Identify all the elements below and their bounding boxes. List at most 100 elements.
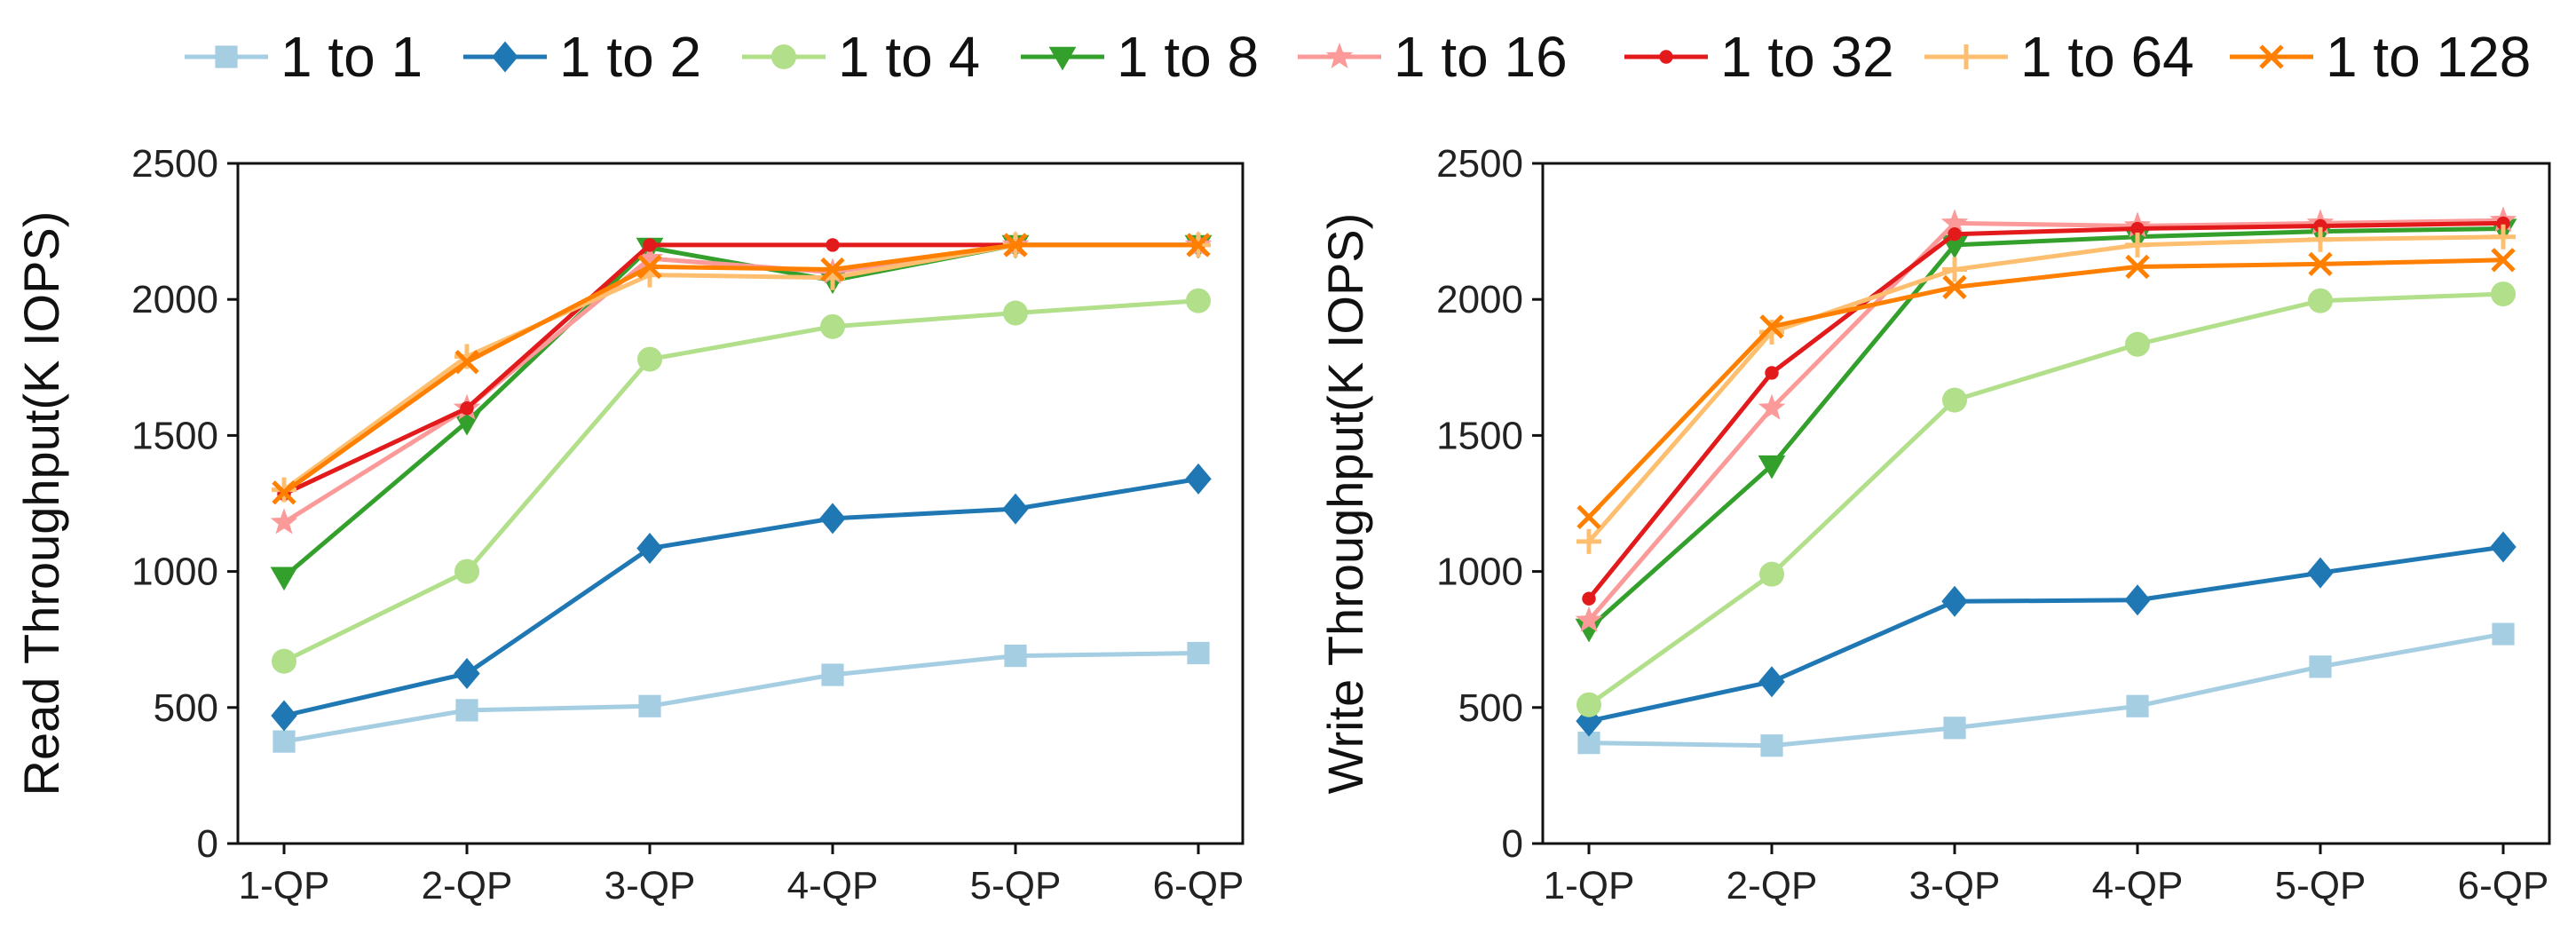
write-line-1-to-1 — [1588, 631, 2504, 749]
legend-item-1-to-16: 1 to 16 — [1298, 25, 1568, 89]
write-series-1-to-32 — [1582, 216, 2510, 606]
write-point-1-to-2 — [2307, 557, 2334, 589]
write-point-1-to-32 — [1582, 591, 1596, 606]
write-xtick-label: 3-QP — [1909, 864, 2001, 907]
read-plot-frame — [236, 162, 1245, 845]
write-point-1-to-1 — [2492, 622, 2515, 646]
write-ytick-label: 1000 — [1436, 551, 1523, 594]
write-line-1-to-64 — [1587, 234, 2504, 543]
read-point-1-to-1 — [1004, 644, 1027, 668]
read-line-1-to-128 — [282, 242, 1198, 495]
legend-marker-1-to-1 — [215, 45, 238, 68]
legend-label-1-to-16: 1 to 16 — [1394, 25, 1568, 89]
read-y-axis-title: Read Throughput(K IOPS) — [13, 211, 69, 796]
read-line-1-to-2 — [283, 476, 1199, 718]
read-series-1-to-1 — [273, 641, 1210, 753]
write-point-1-to-128 — [1576, 504, 1601, 529]
read-series-1-to-128 — [272, 233, 1211, 505]
write-line-1-to-32 — [1587, 220, 2504, 600]
write-throughput-chart: 0 500 1000 1500 2000 2500 1-QP 2-QP 3-QP 4-QP 5-QP… — [1317, 142, 2551, 907]
write-point-1-to-128 — [2125, 254, 2150, 280]
legend-item-1-to-8: 1 to 8 — [1021, 25, 1259, 89]
read-point-1-to-128 — [1186, 233, 1211, 258]
write-point-1-to-4 — [1759, 561, 1784, 587]
read-ytick-label: 1500 — [131, 414, 218, 457]
write-series-1-to-1 — [1577, 622, 2515, 757]
write-point-1-to-1 — [2126, 694, 2149, 717]
read-point-1-to-128 — [820, 257, 845, 282]
legend-label-1-to-8: 1 to 8 — [1117, 25, 1259, 89]
write-xtick-label: 1-QP — [1544, 864, 1635, 907]
read-line-1-to-32 — [282, 242, 1198, 496]
read-point-1-to-128 — [272, 480, 296, 505]
write-point-1-to-16 — [1940, 209, 1969, 235]
legend-label-1-to-1: 1 to 1 — [281, 25, 423, 89]
write-series-1-to-128 — [1576, 248, 2516, 529]
write-point-1-to-2 — [2124, 584, 2151, 616]
write-point-1-to-1 — [1943, 717, 1966, 740]
read-point-1-to-1 — [273, 730, 296, 753]
read-line-1-to-1 — [283, 651, 1199, 744]
write-series-1-to-8 — [1575, 218, 2517, 643]
write-series-1-to-16 — [1575, 206, 2517, 632]
write-point-1-to-128 — [1759, 314, 1784, 339]
read-xtick-label: 2-QP — [422, 864, 513, 907]
read-point-1-to-4 — [1003, 300, 1028, 326]
write-point-1-to-1 — [1760, 734, 1783, 757]
write-ytick-label: 2500 — [1436, 142, 1523, 186]
read-point-1-to-2 — [1185, 463, 1212, 495]
read-point-1-to-32 — [826, 238, 840, 252]
write-point-1-to-128 — [1942, 274, 1967, 300]
write-point-1-to-64 — [1576, 528, 1601, 554]
write-point-1-to-64 — [2308, 226, 2333, 252]
write-line-1-to-2 — [1588, 544, 2504, 724]
read-point-1-to-128 — [454, 350, 479, 375]
write-point-1-to-2 — [2490, 531, 2517, 563]
write-point-1-to-2 — [1941, 585, 1968, 617]
legend-marker-1-to-4 — [771, 44, 796, 69]
read-xtick-label: 3-QP — [604, 864, 696, 907]
read-point-1-to-2 — [1002, 493, 1029, 525]
read-xtick-label: 4-QP — [787, 864, 879, 907]
legend-label-1-to-64: 1 to 64 — [2020, 25, 2194, 89]
legend-item-1-to-32: 1 to 32 — [1624, 25, 1894, 89]
write-point-1-to-32 — [2313, 218, 2327, 234]
read-ytick-label: 1000 — [131, 551, 218, 594]
read-ytick-label: 500 — [154, 686, 218, 730]
read-xtick-label: 6-QP — [1153, 864, 1245, 907]
write-point-1-to-32 — [2496, 216, 2510, 231]
read-point-1-to-1 — [638, 694, 661, 717]
read-ytick-label: 2500 — [131, 142, 218, 186]
write-series-1-to-2 — [1576, 531, 2517, 737]
legend-label-1-to-32: 1 to 32 — [1720, 25, 1894, 89]
write-ytick-label: 500 — [1458, 686, 1523, 730]
write-point-1-to-4 — [2125, 331, 2150, 357]
write-point-1-to-2 — [1758, 666, 1785, 698]
write-point-1-to-128 — [2491, 248, 2516, 273]
legend-marker-1-to-2 — [492, 41, 518, 73]
read-point-1-to-32 — [643, 238, 657, 252]
write-line-1-to-128 — [1587, 258, 2504, 519]
read-point-1-to-32 — [460, 401, 474, 416]
read-line-1-to-4 — [282, 298, 1199, 663]
read-point-1-to-1 — [455, 699, 478, 722]
legend-item-1-to-1: 1 to 1 — [185, 25, 423, 89]
read-point-1-to-8 — [270, 566, 298, 591]
write-point-1-to-4 — [2308, 288, 2333, 313]
read-ytick-label: 0 — [197, 822, 218, 866]
read-series-1-to-4 — [272, 288, 1211, 674]
write-xtick-label: 5-QP — [2275, 864, 2367, 907]
read-point-1-to-16 — [636, 244, 664, 271]
read-point-1-to-2 — [271, 700, 297, 732]
read-line-1-to-8 — [282, 242, 1198, 579]
read-point-1-to-128 — [637, 254, 662, 280]
legend-label-1-to-4: 1 to 4 — [838, 25, 980, 89]
read-point-1-to-4 — [820, 313, 845, 339]
read-throughput-chart: 0 500 1000 1500 2000 2500 1-QP 2-QP 3-QP 4-QP 5-QP… — [13, 142, 1245, 907]
read-point-1-to-1 — [1187, 641, 1210, 665]
read-line-1-to-64 — [282, 242, 1198, 492]
legend-item-1-to-2: 1 to 2 — [463, 25, 701, 89]
read-point-1-to-128 — [1003, 233, 1028, 258]
read-ytick-label: 2000 — [131, 278, 218, 321]
